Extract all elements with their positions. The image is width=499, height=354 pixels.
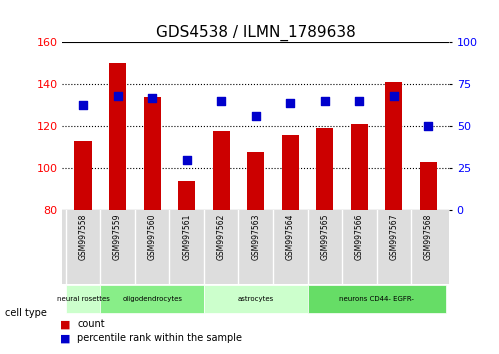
Text: GSM997567: GSM997567 — [389, 214, 398, 261]
Text: GSM997559: GSM997559 — [113, 214, 122, 261]
Text: GSM997558: GSM997558 — [78, 214, 88, 260]
Text: cell type: cell type — [5, 308, 47, 318]
Bar — [213, 131, 230, 210]
Point — [286, 100, 294, 106]
Text: GSM997562: GSM997562 — [217, 214, 226, 260]
Text: neurons CD44- EGFR-: neurons CD44- EGFR- — [339, 296, 414, 302]
Bar — [385, 82, 403, 210]
Text: astrocytes: astrocytes — [238, 296, 274, 302]
Bar — [74, 141, 92, 210]
Text: GSM997565: GSM997565 — [320, 214, 329, 261]
Point — [251, 113, 259, 119]
Text: ■: ■ — [60, 319, 70, 329]
Point — [321, 98, 329, 104]
Bar — [281, 135, 299, 210]
Text: GSM997561: GSM997561 — [182, 214, 191, 260]
Bar — [247, 152, 264, 210]
Text: GSM997568: GSM997568 — [424, 214, 433, 260]
Text: neural rosettes: neural rosettes — [57, 296, 109, 302]
Point — [390, 93, 398, 99]
FancyBboxPatch shape — [66, 285, 100, 314]
Point — [183, 157, 191, 163]
Point — [355, 98, 363, 104]
FancyBboxPatch shape — [307, 285, 446, 314]
FancyBboxPatch shape — [100, 285, 204, 314]
Text: ■: ■ — [60, 333, 70, 343]
Text: percentile rank within the sample: percentile rank within the sample — [77, 333, 243, 343]
Point — [148, 95, 156, 101]
Bar — [144, 97, 161, 210]
Text: GSM997560: GSM997560 — [148, 214, 157, 261]
Bar — [178, 181, 195, 210]
Bar — [420, 162, 437, 210]
Point — [79, 102, 87, 107]
Text: oligodendrocytes: oligodendrocytes — [122, 296, 182, 302]
Point — [424, 124, 432, 129]
Text: GSM997563: GSM997563 — [251, 214, 260, 261]
Bar — [109, 63, 126, 210]
Text: count: count — [77, 319, 105, 329]
Bar — [351, 124, 368, 210]
Bar — [316, 129, 333, 210]
Point — [217, 98, 225, 104]
Text: GSM997566: GSM997566 — [355, 214, 364, 261]
Text: GSM997564: GSM997564 — [286, 214, 295, 261]
Point — [114, 93, 122, 99]
FancyBboxPatch shape — [204, 285, 307, 314]
Title: GDS4538 / ILMN_1789638: GDS4538 / ILMN_1789638 — [156, 25, 356, 41]
